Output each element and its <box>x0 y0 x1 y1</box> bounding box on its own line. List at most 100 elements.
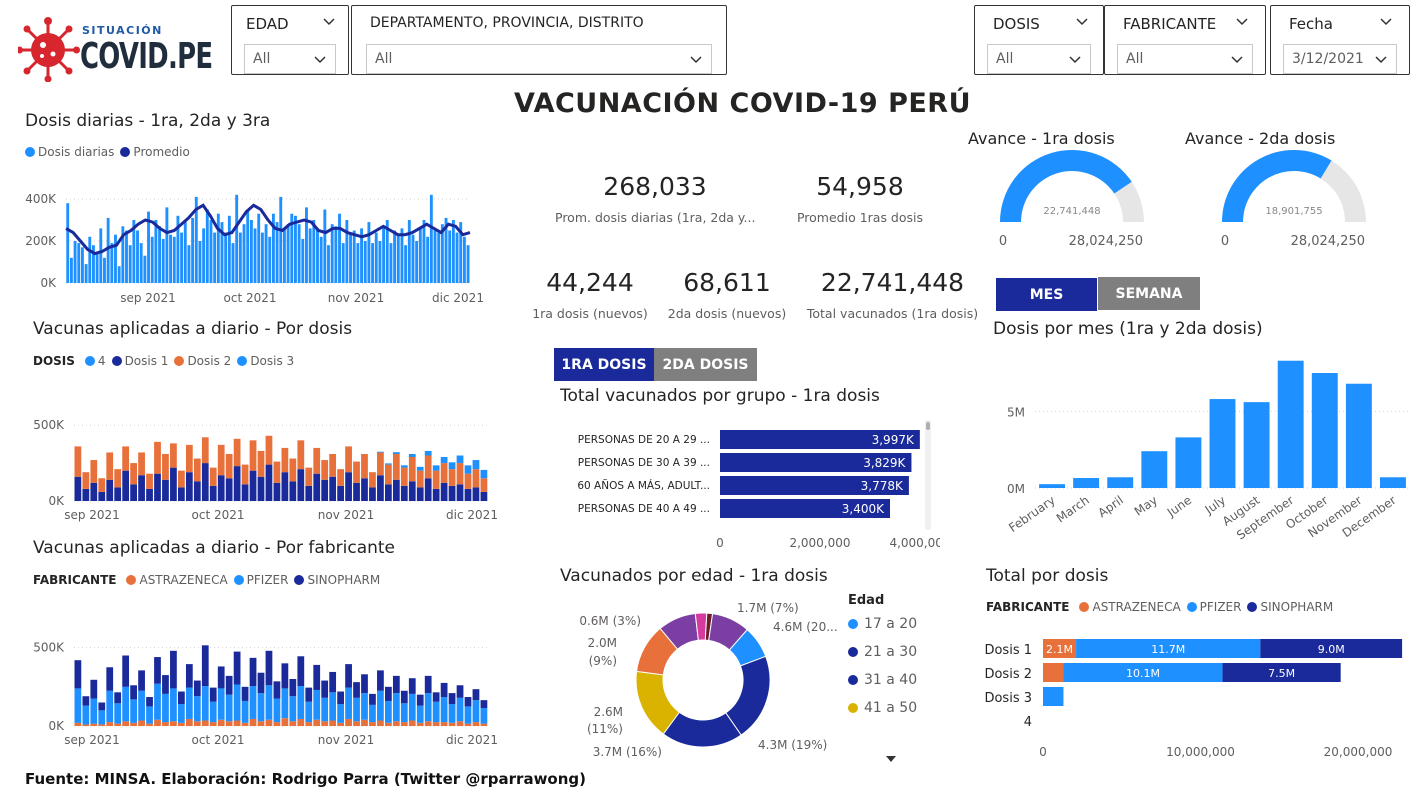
legend-item[interactable]: 17 a 20 <box>848 616 928 632</box>
bar <box>205 209 209 283</box>
chevron-down-icon[interactable] <box>1379 14 1393 28</box>
bar <box>404 245 408 283</box>
filter-fecha-dropdown[interactable]: 3/12/2021 <box>1283 44 1397 74</box>
bar-segment <box>281 663 289 689</box>
bar-segment <box>448 462 456 470</box>
filter-dosis-dropdown[interactable]: All <box>987 44 1091 74</box>
kpi-total-vac-value: 22,741,448 <box>820 268 965 297</box>
legend-item[interactable]: SINOPHARM <box>294 573 380 587</box>
bar-segment <box>201 686 209 721</box>
legend-label: 41 a 50 <box>864 700 918 716</box>
legend-title: FABRICANTE <box>33 573 117 587</box>
bar-segment <box>122 446 130 471</box>
bar-segment <box>432 470 440 489</box>
bar <box>415 241 419 283</box>
bar-segment <box>90 460 98 483</box>
bar <box>125 230 128 283</box>
legend-dot <box>233 575 244 585</box>
bar-segment <box>424 675 432 694</box>
bar <box>451 220 455 283</box>
legend-item[interactable]: Dosis 3 <box>237 354 294 368</box>
bar-segment <box>98 710 106 725</box>
y-tick-label: 5M <box>1007 405 1025 419</box>
bar <box>275 222 279 283</box>
legend-item[interactable]: Dosis 2 <box>174 354 231 368</box>
x-tick-label: 4,000,000 <box>889 536 940 550</box>
legend-item[interactable]: Dosis 1 <box>111 354 169 368</box>
bar-segment <box>416 470 424 488</box>
bar-segment <box>146 706 153 724</box>
chart-total-title: Total por dosis <box>986 566 1109 586</box>
bar-segment <box>480 491 488 501</box>
legend-item[interactable]: ASTRAZENECA <box>1079 600 1181 614</box>
scroll-down-icon[interactable] <box>885 754 897 764</box>
tab-1ra-dosis[interactable]: 1RA DOSIS <box>554 348 654 381</box>
bar <box>161 238 165 283</box>
bar-segment <box>424 478 432 501</box>
legend-label: SINOPHARM <box>1260 600 1334 614</box>
legend-item[interactable]: SINOPHARM <box>1247 600 1333 614</box>
bar-segment <box>233 438 241 467</box>
filter-dosis[interactable]: DOSIS All <box>974 5 1104 75</box>
bar <box>191 217 195 283</box>
bar <box>121 226 125 283</box>
chart-pordosis-legend: DOSIS 4 Dosis 1 Dosis 2 Dosis 3 <box>33 354 294 368</box>
filter-edad-dropdown[interactable]: All <box>244 44 336 74</box>
x-tick-label: 0 <box>1039 745 1047 759</box>
filter-edad[interactable]: EDAD All <box>231 5 349 75</box>
legend-dot <box>120 147 131 157</box>
bar-segment <box>480 700 488 708</box>
legend-title: DOSIS <box>33 354 75 368</box>
bar-segment <box>162 453 169 480</box>
bar-segment <box>146 723 153 726</box>
legend-label: Dosis 1 <box>124 354 169 368</box>
bar-segment <box>233 684 241 721</box>
bar-segment <box>257 450 265 477</box>
bar <box>176 215 180 283</box>
bar-segment <box>98 478 106 492</box>
chart-porfab-legend: FABRICANTE ASTRAZENECA PFIZER SINOPHARM <box>33 573 380 587</box>
filter-fecha[interactable]: Fecha 3/12/2021 <box>1270 5 1410 75</box>
bar-segment <box>385 686 392 701</box>
chevron-down-icon[interactable] <box>322 14 336 28</box>
bar-segment <box>1076 639 1261 658</box>
bar <box>220 222 224 283</box>
legend-item[interactable]: 21 a 30 <box>848 644 928 660</box>
chevron-down-icon[interactable] <box>1075 14 1089 28</box>
legend-item[interactable]: PFIZER <box>1186 600 1241 614</box>
tab-mes[interactable]: MES <box>996 278 1097 311</box>
chevron-down-icon <box>1375 56 1387 64</box>
legend-item[interactable]: Dosis diarias <box>25 145 114 159</box>
bar-segment <box>201 720 209 726</box>
tab-semana[interactable]: SEMANA <box>1098 277 1200 310</box>
bar-segment <box>154 683 161 720</box>
chart-edad-title: Vacunados por edad - 1ra dosis <box>560 566 828 586</box>
x-tick-label: oct 2021 <box>192 733 245 747</box>
bar <box>462 236 466 283</box>
bar-segment <box>122 470 130 501</box>
data-label: (11%) <box>587 722 623 736</box>
filter-fabricante[interactable]: FABRICANTE All <box>1104 5 1266 75</box>
legend-item[interactable]: PFIZER <box>233 573 288 587</box>
legend-item[interactable]: ASTRAZENECA <box>126 573 228 587</box>
bar-segment <box>400 485 408 501</box>
legend-item[interactable]: 4 <box>84 354 106 368</box>
chart-total: Dosis 1 2.1M 11.7M 9.0M Dosis 2 10.1M 7.5M Dosi… <box>985 639 1403 759</box>
bar-segment <box>265 435 273 465</box>
bar-segment <box>432 692 440 702</box>
legend-item[interactable]: 31 a 40 <box>848 672 928 688</box>
bar <box>1243 402 1270 488</box>
legend-item[interactable]: Promedio <box>120 145 190 159</box>
filter-fabricante-dropdown[interactable]: All <box>1117 44 1253 74</box>
legend-item[interactable]: 41 a 50 <box>848 700 928 716</box>
bar-segment <box>416 694 424 706</box>
bar-segment <box>201 645 209 687</box>
bar-segment <box>170 650 177 689</box>
bar-segment <box>265 464 273 501</box>
filter-departamento[interactable]: DEPARTAMENTO, PROVINCIA, DISTRITO All <box>351 5 727 75</box>
bar-segment <box>408 453 416 458</box>
bar-segment <box>162 722 169 726</box>
filter-departamento-dropdown[interactable]: All <box>366 44 712 74</box>
chevron-down-icon[interactable] <box>1235 14 1249 28</box>
tab-2da-dosis[interactable]: 2DA DOSIS <box>654 348 757 381</box>
